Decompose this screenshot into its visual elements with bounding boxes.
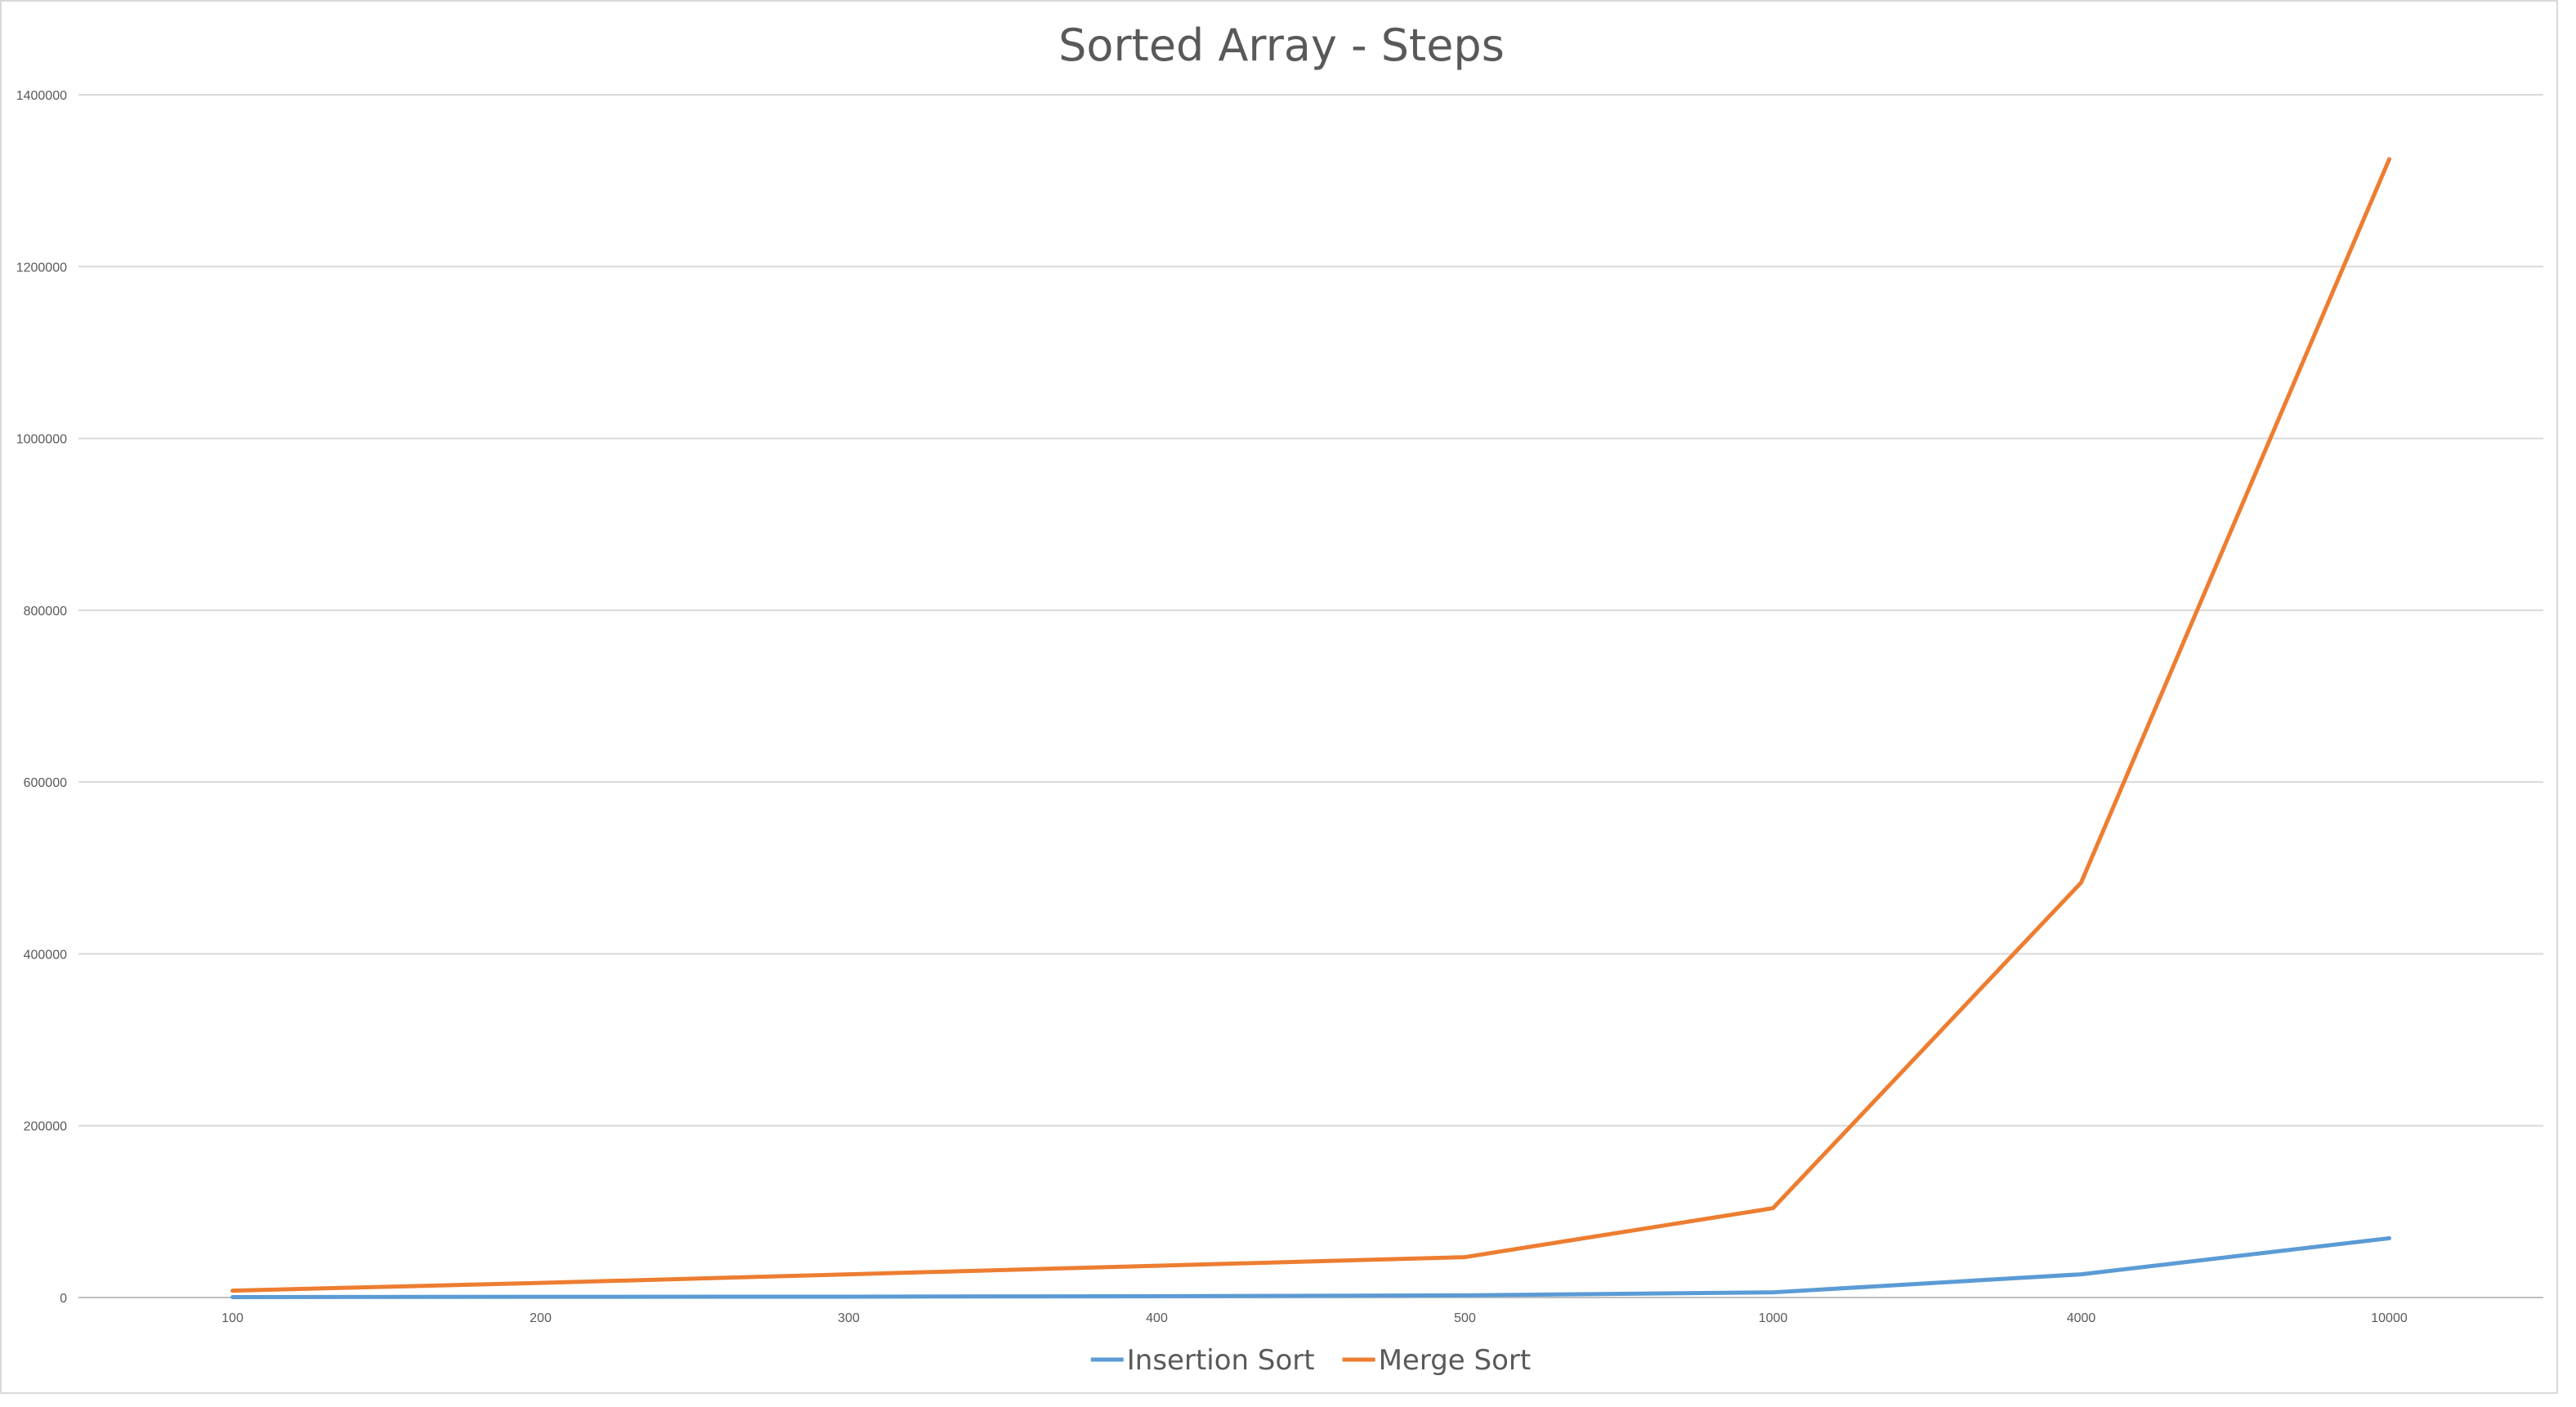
x-tick-label: 10000 [2371,1311,2408,1325]
y-tick-label: 800000 [24,605,67,619]
y-tick-label: 1400000 [16,89,67,103]
series-lines [230,157,2391,1299]
x-tick-label: 1000 [1759,1311,1788,1325]
chart-title: Sorted Array - Steps [1058,20,1505,71]
legend: Insertion Sort Merge Sort [1090,1344,1532,1377]
x-tick-label: 400 [1146,1311,1168,1325]
x-axis: 100 200 300 400 500 1000 4000 10000 [221,1311,2408,1325]
legend-item-insertion-sort: Insertion Sort [1090,1344,1315,1377]
legend-label: Merge Sort [1379,1344,1532,1377]
y-tick-label: 600000 [24,776,67,790]
x-tick-label: 100 [221,1311,244,1325]
x-tick-label: 500 [1454,1311,1476,1325]
series-line-merge-sort [230,157,2391,1293]
x-tick-label: 4000 [2067,1311,2096,1325]
y-tick-label: 1000000 [16,433,67,447]
y-tick-label: 400000 [24,948,67,962]
legend-label: Insertion Sort [1127,1344,1315,1377]
legend-item-merge-sort: Merge Sort [1342,1344,1532,1377]
gridlines [78,94,2543,1298]
y-tick-label: 200000 [24,1120,67,1134]
x-tick-label: 200 [530,1311,552,1325]
y-axis: 0 200000 400000 600000 800000 1000000 1200000 1… [16,89,67,1306]
series-line-insertion-sort [230,1235,2391,1299]
y-tick-label: 0 [60,1292,67,1306]
x-tick-label: 300 [838,1311,860,1325]
y-tick-label: 1200000 [16,261,67,275]
